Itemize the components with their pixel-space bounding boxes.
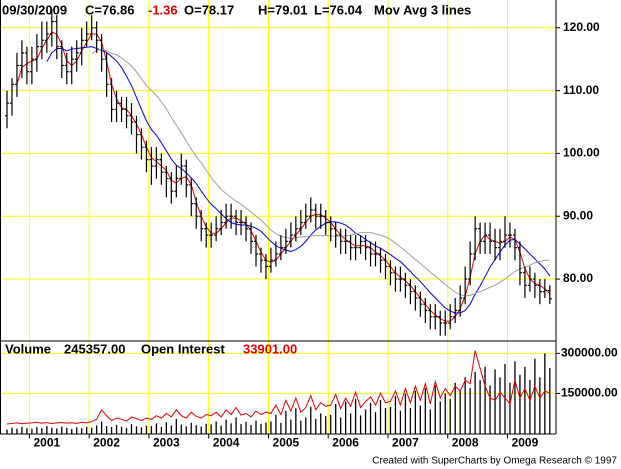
- x-tick-label: 2008: [452, 436, 479, 450]
- x-tick-label: 2003: [153, 436, 180, 450]
- change-label: -1.36: [148, 2, 178, 17]
- x-tick-label: 2006: [332, 436, 359, 450]
- volume-value: 245357.00: [64, 341, 125, 356]
- y-tick-label: 300000.00: [561, 346, 618, 360]
- moving-average: [91, 48, 550, 297]
- marks: [5, 8, 552, 434]
- y-tick-label: 150000.00: [561, 386, 618, 400]
- x-tick-label: 2007: [392, 436, 419, 450]
- x-tick-label: 2009: [512, 436, 539, 450]
- high-label: H=79.01: [258, 2, 308, 17]
- study-label: Mov Avg 3 lines: [374, 2, 471, 17]
- date: 09/30/2009: [2, 2, 67, 17]
- open-label: O=78.17: [184, 2, 234, 17]
- moving-average: [16, 31, 551, 322]
- y-tick-label: 110.00: [563, 83, 599, 97]
- y-tick-label: 100.00: [563, 146, 600, 160]
- x-tick-label: 2004: [213, 436, 240, 450]
- close-label: C=76.86: [85, 2, 135, 17]
- open-interest-line: [6, 350, 551, 425]
- y-tick-label: 120.00: [563, 20, 600, 34]
- y-tick-label: 80.00: [563, 271, 593, 285]
- oi-value: 33901.00: [243, 341, 297, 356]
- y-tick-label: 90.00: [563, 208, 593, 222]
- x-tick-label: 2005: [273, 436, 300, 450]
- grid: [1, 0, 556, 434]
- moving-average: [46, 46, 551, 314]
- x-tick-label: 2002: [93, 436, 120, 450]
- volume-label: Volume: [5, 341, 51, 356]
- oi-label: Open Interest: [141, 341, 225, 356]
- low-label: L=76.04: [314, 2, 363, 17]
- footer: Created with SuperCharts by Omega Resear…: [372, 456, 617, 467]
- x-tick-label: 2001: [33, 436, 60, 450]
